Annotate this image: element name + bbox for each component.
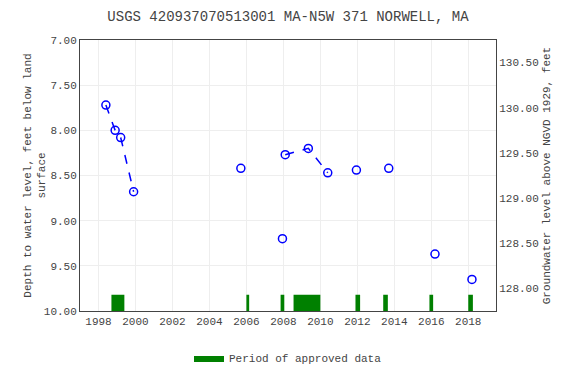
svg-text:USGS 420937070513001 MA-N5W 37: USGS 420937070513001 MA-N5W 371 NORWELL,… bbox=[107, 9, 469, 25]
svg-text:1998: 1998 bbox=[85, 316, 111, 328]
svg-text:9.50: 9.50 bbox=[50, 261, 76, 273]
svg-text:2004: 2004 bbox=[196, 316, 223, 328]
svg-text:130.50: 130.50 bbox=[499, 57, 539, 69]
svg-text:9.00: 9.00 bbox=[50, 216, 76, 228]
svg-text:2000: 2000 bbox=[122, 316, 148, 328]
svg-text:2012: 2012 bbox=[344, 316, 370, 328]
svg-text:2010: 2010 bbox=[307, 316, 333, 328]
svg-text:129.00: 129.00 bbox=[499, 193, 539, 205]
svg-text:130.00: 130.00 bbox=[499, 103, 539, 115]
svg-text:128.50: 128.50 bbox=[499, 238, 539, 250]
svg-text:2018: 2018 bbox=[455, 316, 481, 328]
svg-text:7.50: 7.50 bbox=[50, 80, 76, 92]
svg-text:2016: 2016 bbox=[418, 316, 444, 328]
svg-text:8.50: 8.50 bbox=[50, 170, 76, 182]
svg-text:128.00: 128.00 bbox=[499, 283, 539, 295]
svg-text:2014: 2014 bbox=[381, 316, 408, 328]
svg-text:Groundwater level above NGVD 1: Groundwater level above NGVD 1929, feet bbox=[541, 47, 553, 304]
svg-text:2006: 2006 bbox=[233, 316, 259, 328]
svg-text:7.00: 7.00 bbox=[50, 35, 76, 47]
svg-text:2002: 2002 bbox=[159, 316, 185, 328]
svg-text:129.50: 129.50 bbox=[499, 148, 539, 160]
svg-text:Period of approved data: Period of approved data bbox=[229, 353, 381, 365]
svg-text:8.00: 8.00 bbox=[50, 125, 76, 137]
svg-text:Depth to water level, feet bel: Depth to water level, feet below landsur… bbox=[22, 53, 48, 297]
svg-text:10.00: 10.00 bbox=[44, 306, 77, 318]
svg-text:2008: 2008 bbox=[270, 316, 296, 328]
